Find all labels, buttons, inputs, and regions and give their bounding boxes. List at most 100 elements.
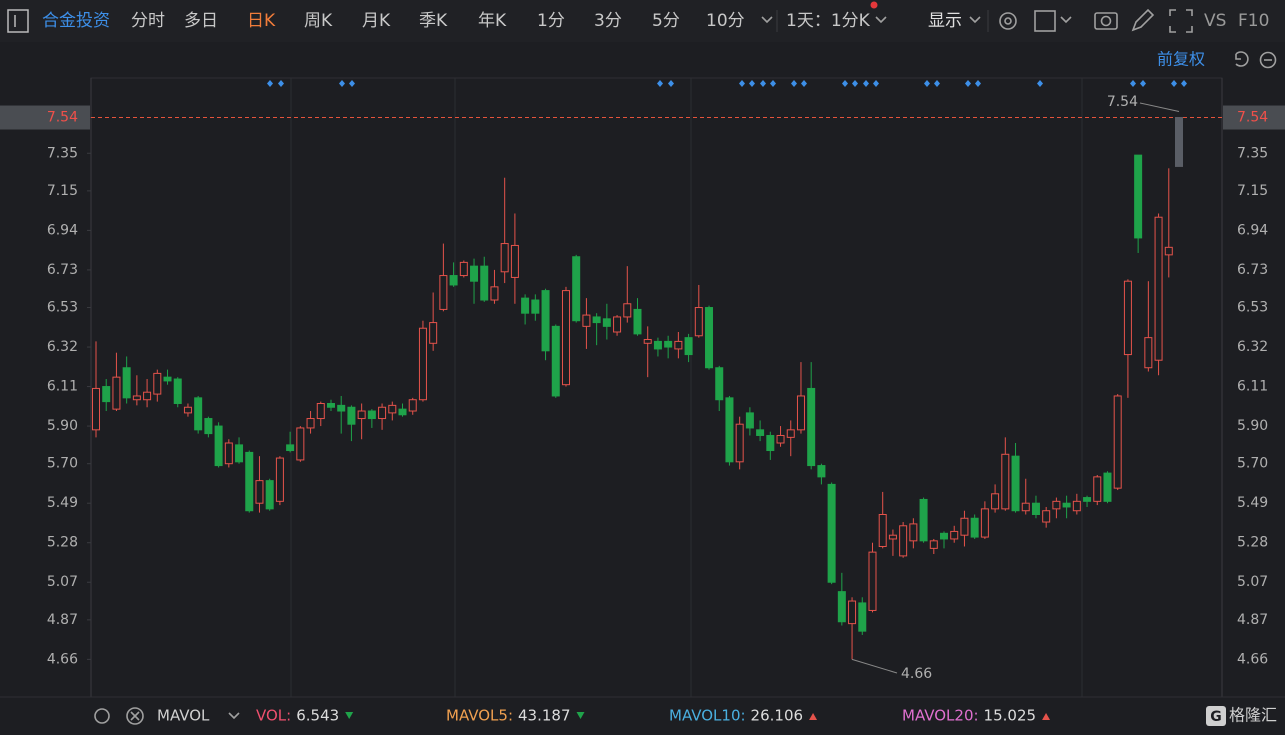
trend-arrow [345, 712, 354, 719]
high-label: 7.54 [1107, 94, 1138, 110]
period-tab[interactable]: 年K [478, 11, 507, 31]
candle-body [388, 404, 397, 414]
candle-body [510, 244, 519, 278]
y-tick-label: 7.35 [47, 145, 78, 161]
camera-icon[interactable] [1094, 12, 1118, 30]
logo-glyph: G [1210, 709, 1222, 725]
candle-body [592, 316, 601, 324]
period-tab[interactable]: 3分 [594, 11, 622, 31]
candle-body [357, 410, 366, 420]
candle-body [745, 412, 754, 429]
period-tab[interactable]: 日K [247, 11, 276, 31]
display-menu[interactable]: 显示 [928, 11, 962, 31]
candle-body [868, 551, 877, 611]
candle-body [848, 600, 857, 625]
period-tab[interactable]: 季K [419, 11, 448, 31]
range-dropdown[interactable] [875, 16, 887, 24]
y-tick-label-right: 5.90 [1237, 418, 1268, 434]
compare-button[interactable]: VS [1204, 11, 1226, 31]
candle-body [1011, 455, 1020, 512]
candle-body [725, 397, 734, 463]
period-tab[interactable]: 多日 [184, 11, 218, 31]
fullscreen-icon[interactable] [1169, 9, 1193, 33]
candle-body [1093, 476, 1102, 502]
y-tick-label: 6.32 [47, 339, 78, 355]
y-tick-label: 4.87 [47, 612, 78, 628]
y-tick-label-right: 5.70 [1237, 456, 1268, 472]
candle-body [878, 513, 887, 547]
candle-body [102, 386, 111, 403]
candle-body [418, 327, 427, 401]
candle-body [705, 307, 714, 369]
period-tab[interactable]: 分时 [131, 11, 165, 31]
candle-body [858, 602, 867, 632]
candle-body [1123, 280, 1132, 356]
candle-body [919, 498, 928, 542]
candle-body [449, 275, 458, 286]
period-tab[interactable]: 5分 [652, 11, 680, 31]
period-tab[interactable]: 10分 [706, 11, 745, 31]
trend-arrow [809, 713, 818, 720]
indicator-dropdown[interactable] [228, 712, 240, 720]
candle-body [561, 290, 570, 386]
y-tick-label-right: 5.28 [1237, 535, 1268, 551]
notice-dot [870, 1, 878, 9]
candle-body [766, 434, 775, 452]
range-selector[interactable]: 1天：1分K [786, 11, 871, 31]
candle-body [1072, 500, 1081, 512]
event-marker [863, 80, 869, 87]
candle-body [275, 457, 284, 502]
candle-body [224, 442, 233, 465]
y-tick-label-right: 6.73 [1237, 262, 1268, 278]
settings-icon[interactable] [999, 12, 1017, 30]
indicator-label: MAVOL5: [446, 707, 513, 725]
candle-body [602, 318, 611, 327]
indicator-name[interactable]: MAVOL [157, 707, 210, 725]
period-tab[interactable]: 月K [362, 11, 391, 31]
candle-body [459, 261, 468, 277]
candle-body [1052, 500, 1061, 510]
candle-body [132, 395, 141, 401]
candle-body [633, 308, 642, 335]
high-pointer [1139, 102, 1180, 112]
undo-icon[interactable] [1235, 51, 1249, 67]
indicator-settings[interactable] [94, 708, 110, 724]
event-marker [842, 80, 848, 87]
draw-dropdown[interactable] [1060, 16, 1072, 24]
y-tick-label: 6.11 [47, 379, 78, 395]
indicator-close[interactable] [126, 707, 144, 725]
sidebar-toggle[interactable] [7, 9, 29, 33]
candle-body [1001, 453, 1010, 510]
y-tick-label: 6.53 [47, 300, 78, 316]
y-tick-label-right: 7.35 [1237, 145, 1268, 161]
candle-body [613, 316, 622, 333]
f10-button[interactable]: F10 [1238, 11, 1269, 31]
candle-body [1144, 337, 1153, 369]
candle-body [684, 337, 693, 356]
display-dropdown[interactable] [969, 16, 981, 24]
period-tab[interactable]: 周K [304, 11, 333, 31]
event-marker [749, 80, 755, 87]
candle-body [551, 325, 560, 397]
pen-icon[interactable] [1131, 8, 1155, 32]
candle-body [214, 425, 223, 467]
draw-box-icon[interactable] [1034, 10, 1056, 32]
y-tick-label-right: 4.66 [1237, 651, 1268, 667]
zoom-out-icon[interactable] [1259, 51, 1277, 69]
candle-body [378, 406, 387, 420]
period-tab[interactable]: 1分 [537, 11, 565, 31]
candle-body [827, 483, 836, 583]
stock-name[interactable]: 合金投资 [42, 11, 110, 31]
candle-body [776, 434, 785, 444]
candle-body [1134, 154, 1143, 239]
more-periods[interactable] [761, 16, 773, 24]
candle-body [255, 480, 264, 504]
event-marker [267, 80, 273, 87]
indicator-close-x [130, 711, 140, 721]
adjust-mode[interactable]: 前复权 [1157, 50, 1205, 69]
candle-body [888, 534, 897, 540]
low-label: 4.66 [901, 666, 932, 682]
candle-body [909, 523, 918, 542]
event-marker [934, 80, 940, 87]
candle-body [521, 297, 530, 314]
